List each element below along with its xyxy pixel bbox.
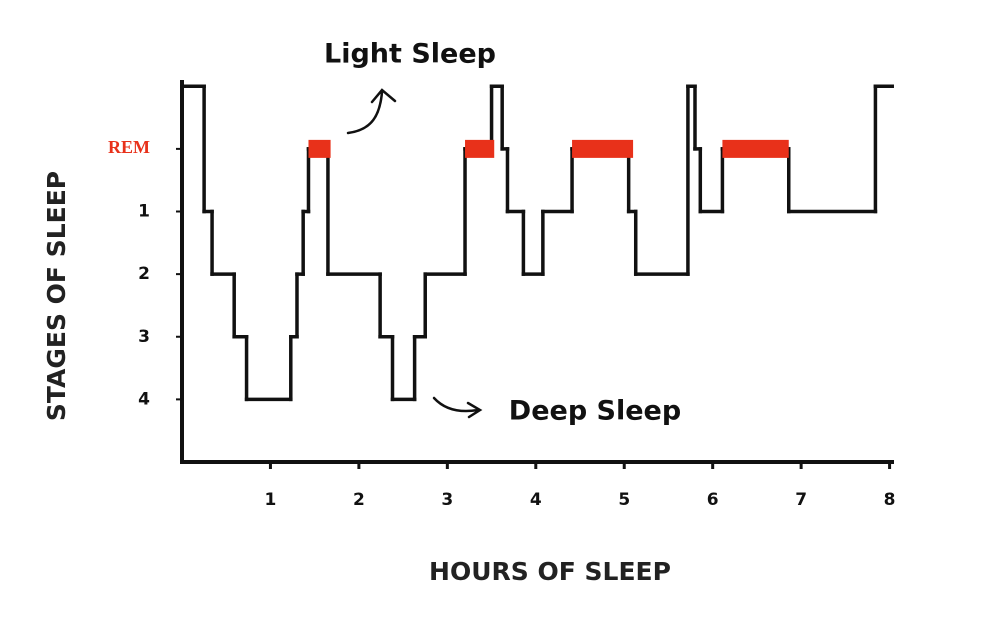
arrow	[432, 396, 483, 419]
annotation: Light Sleep	[324, 39, 496, 70]
rem-bar	[722, 139, 789, 158]
y-tick-label: REM	[108, 137, 150, 157]
y-tick-label: 3	[138, 327, 150, 347]
x-tick-label: 3	[441, 490, 453, 510]
x-tick-label: 6	[707, 490, 719, 510]
rem-bar	[465, 139, 495, 158]
x-tick-label: 7	[795, 490, 807, 510]
x-tick-label: 5	[618, 490, 630, 510]
x-tick-label: 8	[884, 490, 896, 510]
rem-bar	[572, 139, 634, 158]
rem-bar	[308, 139, 331, 158]
y-tick-label: 1	[138, 202, 150, 222]
y-axis-title: STAGES OF SLEEP	[42, 171, 71, 421]
y-tick-label: 2	[138, 264, 150, 284]
x-axis-title: HOURS OF SLEEP	[429, 557, 671, 586]
y-tick-label: 4	[138, 389, 150, 409]
arrow	[346, 88, 397, 135]
x-tick-label: 2	[353, 490, 365, 510]
x-tick-label: 4	[530, 490, 542, 510]
x-tick-label: 1	[265, 490, 277, 510]
annotation: Deep Sleep	[509, 396, 681, 427]
